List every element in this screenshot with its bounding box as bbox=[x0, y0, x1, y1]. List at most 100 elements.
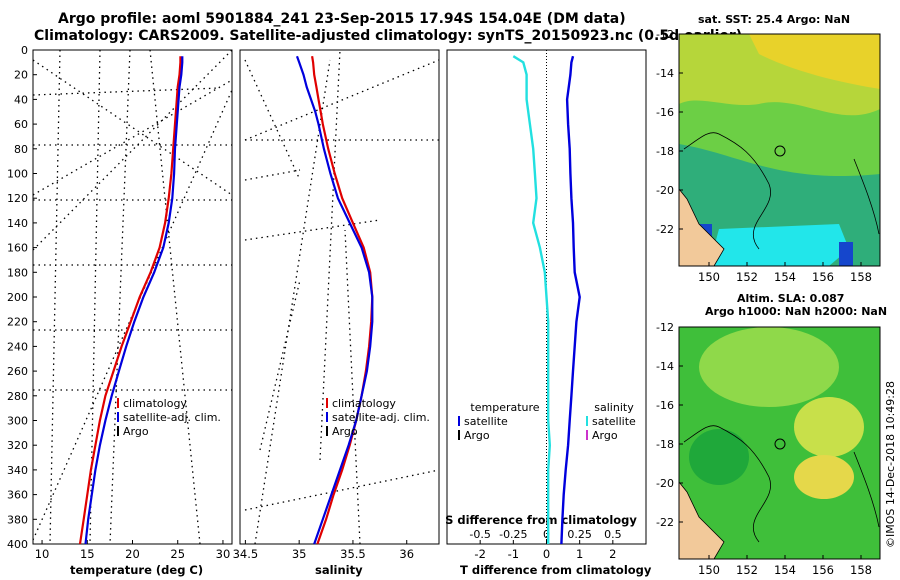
depth-tick-label: 400 bbox=[7, 538, 28, 551]
sst-lon-tick-label: 154 bbox=[774, 270, 796, 284]
nearby-profile-line bbox=[319, 49, 341, 461]
sst-map-frame bbox=[678, 33, 881, 267]
sst-lat-tick-label: -22 bbox=[656, 223, 674, 236]
sla-lat-tick-label: -20 bbox=[656, 477, 674, 490]
temperature-xlabel: temperature (deg C) bbox=[70, 563, 204, 577]
nearby-profile-line bbox=[244, 59, 440, 141]
depth-tick-label: 200 bbox=[7, 291, 28, 304]
sla-map-field bbox=[679, 327, 880, 559]
sla-lat-tick-label: -18 bbox=[656, 438, 674, 451]
legend-label: satellite bbox=[592, 415, 636, 428]
x-tick-label: 30 bbox=[216, 547, 231, 561]
depth-tick-label: 140 bbox=[7, 217, 28, 230]
x-tick-label: -1 bbox=[508, 547, 519, 561]
depth-tick-label: 100 bbox=[7, 168, 28, 181]
nearby-profile-line bbox=[244, 219, 381, 241]
sla-lon-tick-label: 154 bbox=[774, 563, 796, 577]
salinity-diff-tick-label: -0.5 bbox=[469, 528, 490, 541]
sst-cold-patch bbox=[709, 224, 849, 266]
argo-location-marker bbox=[774, 438, 786, 450]
depth-tick-label: 280 bbox=[7, 390, 28, 403]
sla-lat-tick-label: -12 bbox=[656, 321, 674, 334]
sla-lat-tick-label: -14 bbox=[656, 360, 674, 373]
sst-warmest-band bbox=[749, 34, 880, 89]
sst-lat-tick-label: -16 bbox=[656, 106, 674, 119]
depth-tick-label: 320 bbox=[7, 439, 28, 452]
sst-lon-tick-label: 156 bbox=[812, 270, 834, 284]
nearby-profile-line bbox=[344, 229, 361, 545]
depth-tick-label: 160 bbox=[7, 242, 28, 255]
sst-lat-tick-label: -18 bbox=[656, 145, 674, 158]
nearby-profile-line bbox=[149, 49, 201, 545]
nearby-profile-line bbox=[254, 59, 331, 545]
salinity-xlabel: salinity bbox=[315, 563, 363, 577]
salinity-diff-tick-label: 0 bbox=[543, 528, 550, 541]
reef-contour bbox=[853, 451, 880, 528]
sla-high bbox=[699, 327, 839, 407]
sst-map bbox=[678, 33, 881, 267]
sst-lat-tick-label: -20 bbox=[656, 184, 674, 197]
series-climatology-line bbox=[78, 56, 182, 545]
reef-contour bbox=[853, 158, 880, 235]
sla-map-title-2: Argo h1000: NaN h2000: NaN bbox=[705, 305, 888, 318]
x-tick-label: 2 bbox=[609, 547, 616, 561]
profile-title: Argo profile: aoml 5901884_241 23-Sep-20… bbox=[58, 11, 626, 27]
x-tick-label: -2 bbox=[474, 547, 485, 561]
depth-tick-label: 80 bbox=[14, 143, 28, 156]
sla-map-title-1: Altim. SLA: 0.087 bbox=[737, 292, 845, 305]
sla-map bbox=[678, 326, 881, 560]
salinity-diff-line bbox=[512, 55, 552, 544]
depth-tick-label: 180 bbox=[7, 266, 28, 279]
nearby-profile-line bbox=[109, 49, 131, 545]
sst-coldest-patch bbox=[839, 242, 853, 266]
panel-frame-1 bbox=[32, 49, 233, 545]
legend-label: climatology bbox=[123, 397, 187, 410]
x-tick-label: 36 bbox=[399, 547, 414, 561]
depth-tick-label: 60 bbox=[14, 118, 28, 131]
depth-tick-label: 220 bbox=[7, 316, 28, 329]
x-tick-label: 10 bbox=[35, 547, 50, 561]
sla-low bbox=[689, 429, 749, 485]
salinity-diff-tick-label: -0.25 bbox=[499, 528, 527, 541]
x-tick-label: 25 bbox=[170, 547, 185, 561]
sla-lat-tick-label: -16 bbox=[656, 399, 674, 412]
series-climatology-line bbox=[311, 56, 374, 545]
depth-tick-label: 360 bbox=[7, 489, 28, 502]
sst-map-field bbox=[679, 34, 880, 266]
legend-label: Argo bbox=[123, 425, 149, 438]
x-tick-label: 1 bbox=[576, 547, 583, 561]
x-tick-label: 35.5 bbox=[340, 547, 366, 561]
panel-frame-2 bbox=[239, 49, 440, 545]
sla-high bbox=[794, 455, 854, 499]
x-tick-label: 35 bbox=[292, 547, 307, 561]
land-australia bbox=[679, 481, 725, 559]
legend-label: Argo bbox=[332, 425, 358, 438]
x-tick-label: 34.5 bbox=[233, 547, 259, 561]
depth-tick-label: 40 bbox=[14, 93, 28, 106]
depth-tick-label: 260 bbox=[7, 365, 28, 378]
depth-tick-label: 240 bbox=[7, 340, 28, 353]
argo-location-marker bbox=[774, 145, 786, 157]
sla-lon-tick-label: 152 bbox=[736, 563, 758, 577]
x-tick-label: 0 bbox=[543, 547, 550, 561]
depth-tick-label: 0 bbox=[21, 44, 28, 57]
sst-lon-tick-label: 152 bbox=[736, 270, 758, 284]
sst-lat-tick-label: -14 bbox=[656, 67, 674, 80]
legend-label: satellite-adj. clim. bbox=[332, 411, 430, 424]
depth-tick-label: 340 bbox=[7, 464, 28, 477]
sla-map-frame bbox=[678, 326, 881, 560]
salinity-diff-xlabel: S difference from climatology bbox=[445, 513, 637, 527]
series-satellite-adj-clim--line bbox=[295, 55, 374, 545]
depth-tick-label: 120 bbox=[7, 192, 28, 205]
land-australia bbox=[679, 188, 725, 266]
nearby-profile-line bbox=[259, 279, 301, 451]
reef-contour bbox=[683, 425, 771, 543]
legend-label: satellite-adj. clim. bbox=[123, 411, 221, 424]
x-tick-label: 15 bbox=[80, 547, 95, 561]
depth-tick-label: 380 bbox=[7, 513, 28, 526]
nearby-profile-line bbox=[49, 49, 61, 545]
x-tick-label: 20 bbox=[125, 547, 140, 561]
sla-lon-tick-label: 156 bbox=[812, 563, 834, 577]
nearby-profile-line bbox=[244, 469, 440, 511]
